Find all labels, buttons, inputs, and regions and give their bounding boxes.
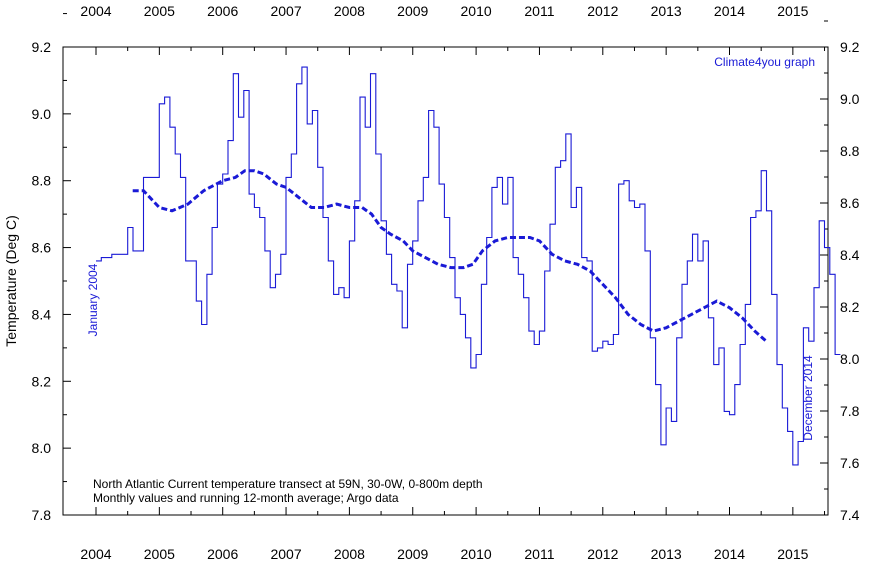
y-tick-label-right: 8.4	[840, 247, 860, 263]
series-layer	[96, 66, 841, 466]
x-tick-label-top: 2007	[270, 3, 301, 19]
y-axis-label: Temperature (Deg C)	[3, 215, 19, 347]
x-tick-label-bottom: 2009	[397, 546, 428, 562]
x-tick-label-top: 2011	[524, 3, 554, 19]
x-tick-label-bottom: 2006	[207, 546, 238, 562]
x-tick-label-top: 2005	[144, 3, 175, 19]
y-tick-label-right: 8.8	[840, 143, 860, 159]
x-tick-label-top: 2008	[334, 3, 365, 19]
series-monthly-line	[96, 66, 841, 466]
x-tick-label-bottom: 2011	[524, 546, 554, 562]
x-tick-label-top: 2015	[777, 3, 808, 19]
y-tick-label-left: 8.8	[32, 173, 52, 189]
x-tick-label-bottom: 2015	[777, 546, 808, 562]
y-tick-label-left: 8.2	[32, 373, 52, 389]
series-running-average-line	[132, 169, 768, 343]
y-tick-label-right: 7.8	[840, 403, 860, 419]
y-tick-label-right: 9.0	[840, 91, 860, 107]
x-tick-label-bottom: 2007	[270, 546, 301, 562]
axis-ticks	[63, 13, 828, 516]
start-label-annotation: January 2004	[86, 263, 100, 336]
x-tick-label-top: 2012	[587, 3, 618, 19]
y-tick-label-right: 8.2	[840, 299, 860, 315]
x-tick-label-top: 2009	[397, 3, 428, 19]
x-tick-label-bottom: 2005	[144, 546, 175, 562]
y-tick-label-left: 8.0	[32, 440, 52, 456]
y-tick-label-right: 9.2	[840, 39, 860, 55]
x-tick-label-bottom: 2008	[334, 546, 365, 562]
x-tick-label-bottom: 2004	[80, 546, 111, 562]
axis-tick-labels: 2004 2004 2005 2005 2006 2006 2007 2007 2008 2008…	[32, 3, 860, 562]
x-tick-label-bottom: 2010	[461, 546, 492, 562]
x-tick-label-top: 2010	[461, 3, 492, 19]
x-tick-label-bottom: 2012	[587, 546, 618, 562]
caption-line-1: North Atlantic Current temperature trans…	[93, 477, 483, 491]
x-tick-label-top: 2013	[651, 3, 682, 19]
y-tick-label-right: 7.4	[840, 507, 860, 523]
y-tick-label-right: 8.6	[840, 195, 860, 211]
x-tick-label-top: 2014	[714, 3, 745, 19]
x-tick-label-bottom: 2013	[651, 546, 682, 562]
plot-frame	[62, 46, 829, 516]
end-label-annotation: December 2014	[801, 355, 815, 441]
y-tick-label-right: 8.0	[840, 351, 860, 367]
y-tick-label-left: 7.8	[32, 507, 52, 523]
y-tick-label-right: 7.6	[840, 455, 860, 471]
y-tick-label-left: 9.2	[32, 39, 52, 55]
y-tick-label-left: 9.0	[32, 106, 52, 122]
y-tick-label-left: 8.6	[32, 240, 52, 256]
x-tick-label-top: 2006	[207, 3, 238, 19]
x-tick-label-top: 2004	[80, 3, 111, 19]
caption-line-2: Monthly values and running 12-month aver…	[93, 491, 399, 505]
y-tick-label-left: 8.4	[32, 306, 52, 322]
brand-annotation: Climate4you graph	[714, 55, 815, 69]
x-tick-label-bottom: 2014	[714, 546, 745, 562]
